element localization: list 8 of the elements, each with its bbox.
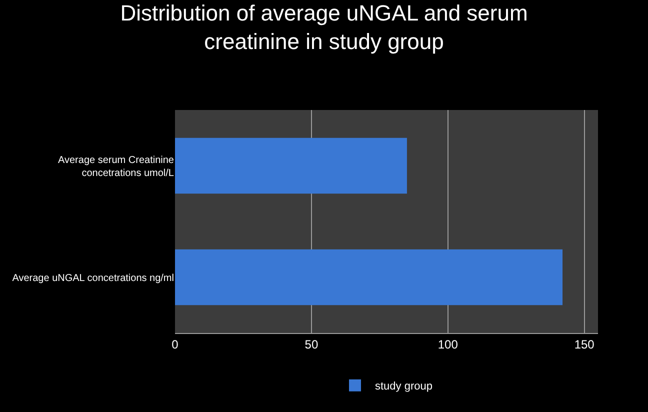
- x-tick-label: 150: [574, 337, 595, 352]
- x-tick-label: 100: [438, 337, 458, 352]
- chart-title: Distribution of average uNGAL and serum creatinine in study group: [120, 0, 528, 54]
- y-tick-label: Average uNGAL concetrations ng/ml: [12, 272, 174, 284]
- x-tick-label: 50: [304, 337, 318, 352]
- x-tick-label: 0: [172, 337, 179, 352]
- y-tick-label: Average serum Creatinine concetrations umol/L: [58, 154, 174, 179]
- legend-label: study group: [375, 380, 432, 393]
